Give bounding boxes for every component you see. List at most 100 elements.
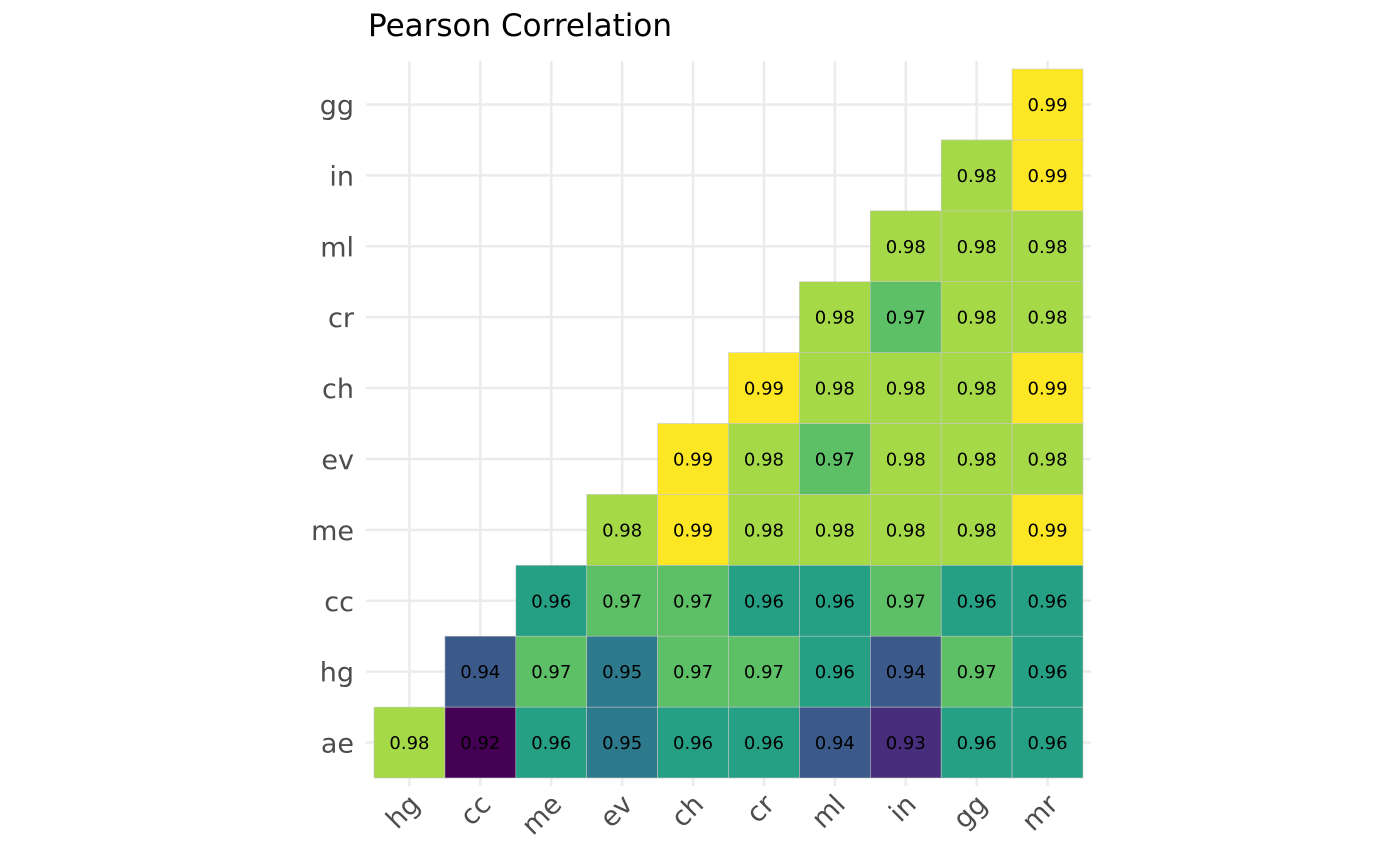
- cell-value-label-me-ae: 0.96: [531, 733, 571, 754]
- x-tick-label-cr: cr: [741, 788, 782, 829]
- heatmap-cell-ch-ae: [657, 706, 729, 779]
- cell-value-label-mr-ml: 0.98: [1028, 237, 1068, 258]
- cell-value-label-ev-hg: 0.95: [602, 662, 642, 683]
- y-tick-label-in: in: [329, 161, 354, 192]
- cell-value-label-ml-hg: 0.96: [815, 662, 855, 683]
- cell-value-label-gg-cc: 0.96: [957, 591, 997, 612]
- cell-value-label-mr-hg: 0.96: [1028, 662, 1068, 683]
- cell-value-label-ch-cc: 0.97: [673, 591, 713, 612]
- y-tick-label-ev: ev: [321, 445, 354, 476]
- x-tick-label-ev: ev: [594, 789, 639, 834]
- cell-value-label-ml-cr: 0.98: [815, 308, 855, 329]
- heatmap-cell-ml-ae: [799, 706, 871, 779]
- x-tick-label-ml: ml: [806, 789, 852, 835]
- cell-value-label-in-cr: 0.97: [886, 308, 926, 329]
- cell-value-label-gg-me: 0.98: [957, 520, 997, 541]
- y-tick-label-hg: hg: [320, 658, 354, 689]
- heatmap-cell-cc-ae: [444, 706, 517, 779]
- heatmap-cell-in-ml: [869, 210, 942, 283]
- heatmap-cell-ml-cc: [799, 564, 871, 637]
- heatmap-cell-in-ch: [869, 352, 942, 424]
- cell-value-label-ch-me: 0.99: [673, 520, 713, 541]
- heatmap-cell-gg-me: [940, 494, 1013, 566]
- x-tick-label-gg: gg: [947, 789, 993, 835]
- cell-value-label-in-cc: 0.97: [886, 591, 926, 612]
- heatmap-cell-ch-cc: [657, 564, 729, 637]
- cell-value-label-cr-ch: 0.99: [744, 379, 784, 400]
- y-axis: ae hg cc me ev ch cr ml in gg: [311, 90, 355, 759]
- heatmap-cell-mr-cr: [1011, 281, 1084, 353]
- cell-value-label-cr-me: 0.98: [744, 520, 784, 541]
- heatmap-cell-cr-me: [728, 494, 800, 566]
- cell-value-label-ev-cc: 0.97: [602, 591, 642, 612]
- heatmap-cell-ev-hg: [586, 635, 658, 708]
- cell-value-label-in-ml: 0.98: [886, 237, 926, 258]
- cell-value-label-mr-cr: 0.98: [1028, 308, 1068, 329]
- cell-value-label-ev-ae: 0.95: [602, 733, 642, 754]
- cell-value-label-ch-ae: 0.96: [673, 733, 713, 754]
- cell-value-label-cr-hg: 0.97: [744, 662, 784, 683]
- heatmap-cell-ml-hg: [799, 635, 871, 708]
- heatmap-cell-cc-hg: [444, 635, 517, 708]
- heatmap-cell-ml-ev: [799, 423, 871, 495]
- cell-value-label-ml-ev: 0.97: [815, 449, 855, 470]
- cell-value-label-in-ch: 0.98: [886, 379, 926, 400]
- y-tick-label-cc: cc: [324, 587, 354, 618]
- heatmap-cell-gg-hg: [940, 635, 1013, 708]
- cell-label-layer: 0.98 0.92 0.96 0.95 0.96 0.96 0.94 0.93 0.96 0.96…: [389, 95, 1067, 754]
- heatmap-cell-me-cc: [515, 564, 587, 637]
- heatmap-cell-cr-ch: [728, 352, 800, 424]
- heatmap-cell-me-ae: [515, 706, 587, 779]
- heatmap-cell-mr-cc: [1011, 564, 1084, 637]
- cell-value-label-cr-ae: 0.96: [744, 733, 784, 754]
- cell-value-label-ev-me: 0.98: [602, 520, 642, 541]
- heatmap-cell-mr-ae: [1011, 706, 1084, 779]
- heatmap-cell-cr-cc: [728, 564, 800, 637]
- heatmap-cell-ch-ev: [657, 423, 729, 495]
- heatmap-cell-mr-gg: [1011, 68, 1084, 141]
- cell-value-label-ml-ae: 0.94: [815, 733, 855, 754]
- y-tick-label-ae: ae: [321, 729, 354, 760]
- cell-value-label-cr-ev: 0.98: [744, 449, 784, 470]
- x-tick-label-hg: hg: [380, 789, 426, 835]
- heatmap-cell-in-me: [869, 494, 942, 566]
- cell-value-label-ml-me: 0.98: [815, 520, 855, 541]
- heatmap-cell-ml-ch: [799, 352, 871, 424]
- heatmap-cell-mr-me: [1011, 494, 1084, 566]
- cell-value-label-ch-ev: 0.99: [673, 449, 713, 470]
- cell-value-label-me-cc: 0.96: [531, 591, 571, 612]
- cell-value-label-gg-hg: 0.97: [957, 662, 997, 683]
- heatmap-cell-ev-cc: [586, 564, 658, 637]
- x-tick-label-me: me: [516, 789, 568, 841]
- cell-value-label-mr-ch: 0.99: [1028, 379, 1068, 400]
- cell-value-label-ch-hg: 0.97: [673, 662, 713, 683]
- x-axis: hg cc me ev ch cr ml in gg mr: [380, 788, 1065, 841]
- cell-value-label-gg-cr: 0.98: [957, 308, 997, 329]
- y-tick-label-gg: gg: [320, 90, 354, 121]
- heatmap-cell-gg-cr: [940, 281, 1013, 353]
- heatmap-cell-gg-ml: [940, 210, 1013, 283]
- heatmap-cell-ml-cr: [799, 281, 871, 353]
- heatmap-cell-gg-ae: [940, 706, 1013, 779]
- cell-value-label-in-hg: 0.94: [886, 662, 926, 683]
- heatmap-cell-gg-ev: [940, 423, 1013, 495]
- cell-value-label-mr-in: 0.99: [1028, 166, 1068, 187]
- heatmap-cell-in-ae: [869, 706, 942, 779]
- x-tick-label-ch: ch: [665, 789, 710, 834]
- x-tick-label-in: in: [883, 789, 922, 828]
- y-tick-label-ml: ml: [320, 232, 354, 263]
- heatmap-cell-ev-ae: [586, 706, 658, 779]
- cell-value-label-me-hg: 0.97: [531, 662, 571, 683]
- cell-value-label-mr-me: 0.99: [1028, 520, 1068, 541]
- chart-title: Pearson Correlation: [368, 8, 672, 44]
- heatmap-cell-in-ev: [869, 423, 942, 495]
- cell-value-label-mr-gg: 0.99: [1028, 95, 1068, 116]
- cell-value-label-gg-ch: 0.98: [957, 379, 997, 400]
- cell-value-label-in-ev: 0.98: [886, 449, 926, 470]
- cell-value-label-hg-ae: 0.98: [389, 733, 429, 754]
- cell-value-label-cc-hg: 0.94: [460, 662, 500, 683]
- heatmap-cell-in-hg: [869, 635, 942, 708]
- cell-value-label-mr-ev: 0.98: [1028, 449, 1068, 470]
- cell-value-label-ml-cc: 0.96: [815, 591, 855, 612]
